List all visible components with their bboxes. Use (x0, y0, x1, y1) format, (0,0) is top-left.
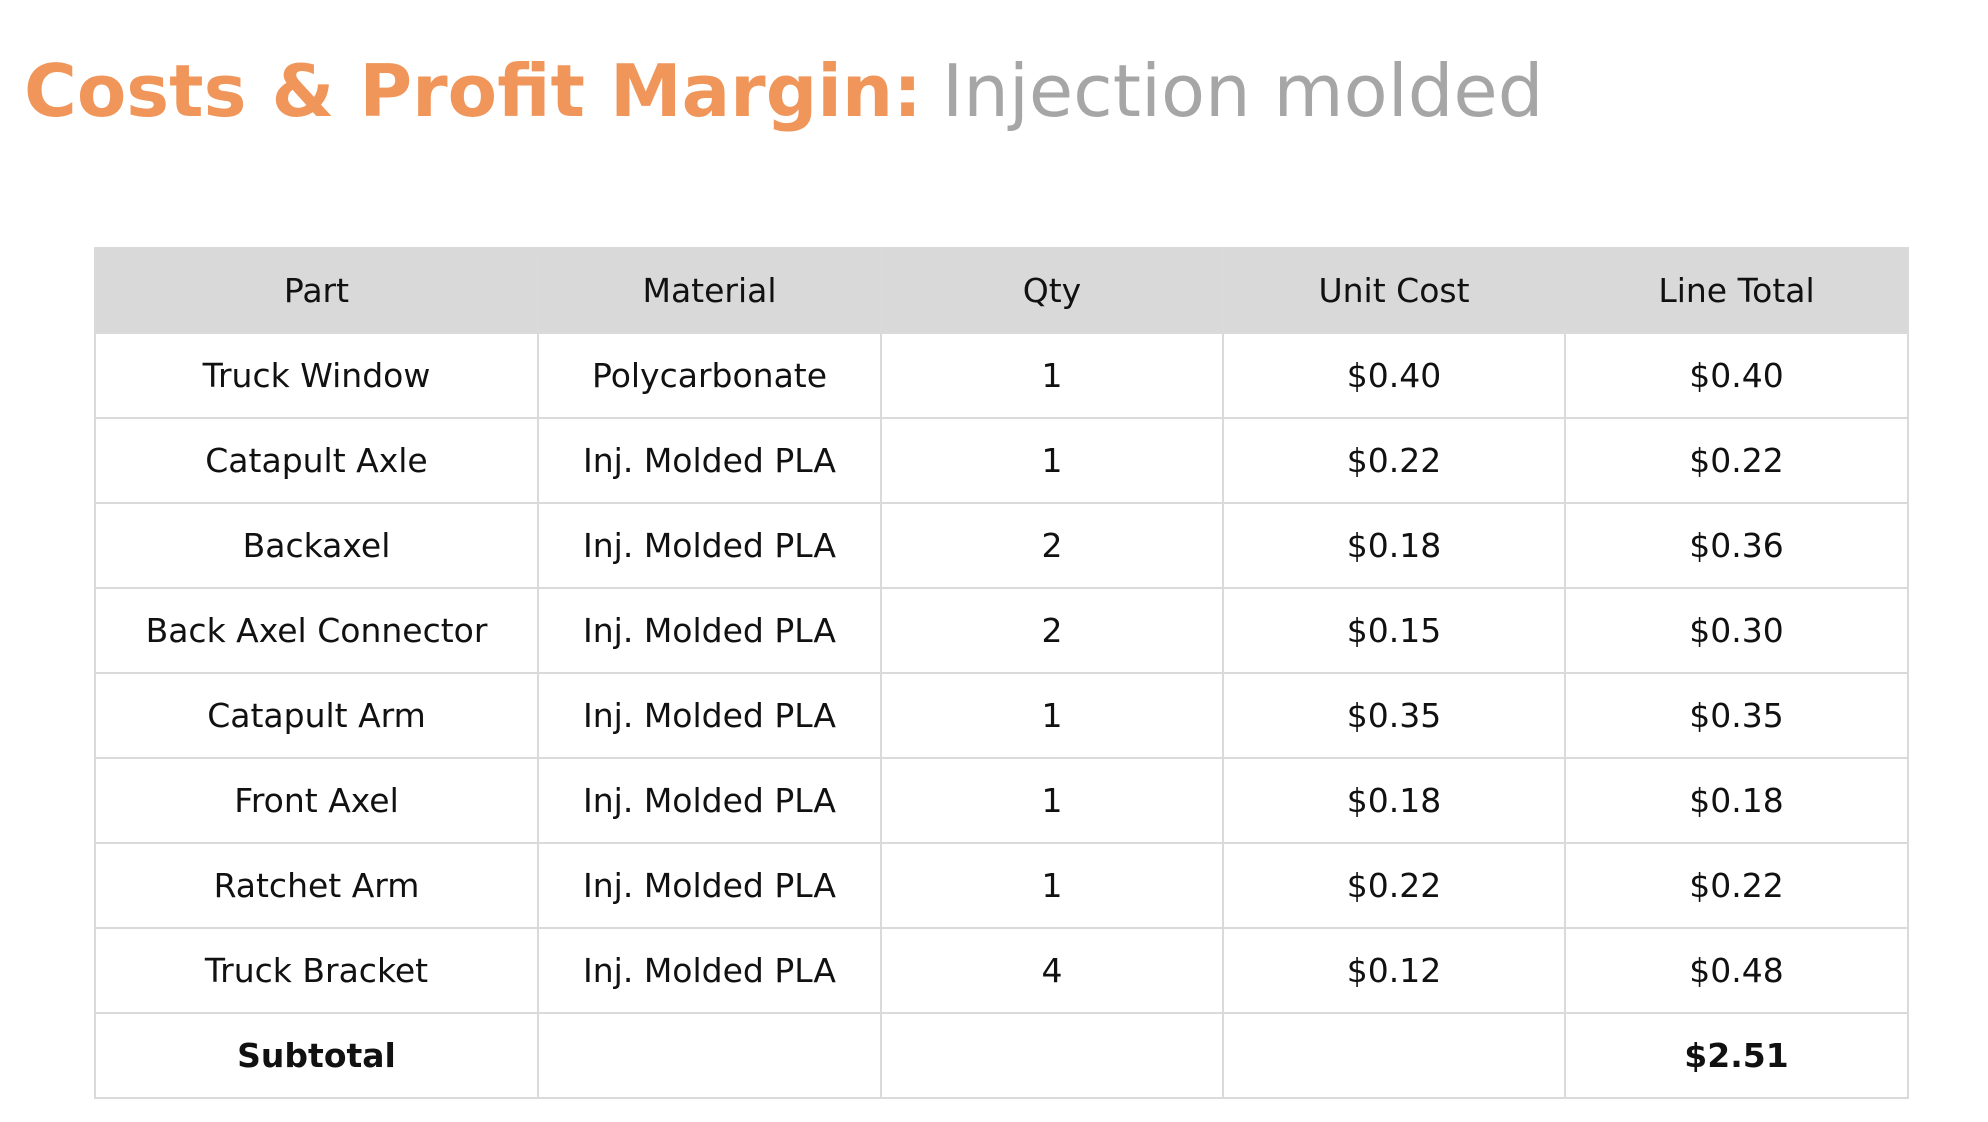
table-cell: $0.22 (1222, 842, 1566, 929)
table-cell: 1 (880, 842, 1224, 929)
table-cell: Catapult Arm (94, 672, 539, 759)
table-row: Truck Window Polycarbonate 1 $0.40 $0.40 (94, 332, 1909, 419)
subtotal-row: Subtotal $2.51 (94, 1012, 1909, 1099)
table-cell: $0.15 (1222, 587, 1566, 674)
table-row: Catapult Arm Inj. Molded PLA 1 $0.35 $0.35 (94, 672, 1909, 759)
table-cell: Inj. Molded PLA (537, 757, 882, 844)
table-cell: 2 (880, 502, 1224, 589)
table-row: Ratchet Arm Inj. Molded PLA 1 $0.22 $0.22 (94, 842, 1909, 929)
header-cell: Line Total (1564, 247, 1909, 334)
table-cell: Backaxel (94, 502, 539, 589)
header-cell: Unit Cost (1222, 247, 1566, 334)
empty-cell (880, 1012, 1224, 1099)
table-cell: Truck Bracket (94, 927, 539, 1014)
table-cell: $0.48 (1564, 927, 1909, 1014)
table-cell: $0.22 (1564, 417, 1909, 504)
empty-cell (537, 1012, 882, 1099)
table-cell: Front Axel (94, 757, 539, 844)
table-cell: 1 (880, 757, 1224, 844)
table-cell: $0.18 (1222, 502, 1566, 589)
table-cell: Back Axel Connector (94, 587, 539, 674)
table-cell: $0.30 (1564, 587, 1909, 674)
table-row: Front Axel Inj. Molded PLA 1 $0.18 $0.18 (94, 757, 1909, 844)
table-cell: Inj. Molded PLA (537, 587, 882, 674)
table-cell: Inj. Molded PLA (537, 417, 882, 504)
table-cell: $0.18 (1564, 757, 1909, 844)
title-rest: Injection molded (941, 49, 1544, 133)
table-cell: $0.40 (1222, 332, 1566, 419)
table-cell: 2 (880, 587, 1224, 674)
header-cell: Qty (880, 247, 1224, 334)
table-row: Back Axel Connector Inj. Molded PLA 2 $0.15… (94, 587, 1909, 674)
table-row: Catapult Axle Inj. Molded PLA 1 $0.22 $0.22 (94, 417, 1909, 504)
table-cell: $0.40 (1564, 332, 1909, 419)
table-cell: 1 (880, 672, 1224, 759)
empty-cell (1222, 1012, 1566, 1099)
title-emphasis: Costs & Profit Margin: (24, 49, 922, 133)
table-cell: $0.35 (1564, 672, 1909, 759)
subtotal-label: Subtotal (94, 1012, 539, 1099)
table-cell: $0.12 (1222, 927, 1566, 1014)
table-cell: Inj. Molded PLA (537, 672, 882, 759)
table-cell: $0.35 (1222, 672, 1566, 759)
table-row: Backaxel Inj. Molded PLA 2 $0.18 $0.36 (94, 502, 1909, 589)
slide-title: Costs & Profit Margin: Injection molded (24, 48, 1543, 134)
header-row: Part Material Qty Unit Cost Line Total (94, 247, 1909, 334)
table-cell: Ratchet Arm (94, 842, 539, 929)
table-cell: Polycarbonate (537, 332, 882, 419)
header-cell: Material (537, 247, 882, 334)
table-row: Truck Bracket Inj. Molded PLA 4 $0.12 $0.48 (94, 927, 1909, 1014)
table-cell: Inj. Molded PLA (537, 842, 882, 929)
subtotal-value: $2.51 (1564, 1012, 1909, 1099)
table-cell: $0.36 (1564, 502, 1909, 589)
table-cell: Inj. Molded PLA (537, 502, 882, 589)
table-cell: Truck Window (94, 332, 539, 419)
table-cell: $0.18 (1222, 757, 1566, 844)
table-cell: $0.22 (1564, 842, 1909, 929)
table-cell: Catapult Axle (94, 417, 539, 504)
table-cell: 4 (880, 927, 1224, 1014)
table-cell: 1 (880, 332, 1224, 419)
table-cell: Inj. Molded PLA (537, 927, 882, 1014)
header-cell: Part (94, 247, 539, 334)
cost-table: Part Material Qty Unit Cost Line Total Truck… (94, 247, 1909, 1099)
table-cell: 1 (880, 417, 1224, 504)
table-cell: $0.22 (1222, 417, 1566, 504)
